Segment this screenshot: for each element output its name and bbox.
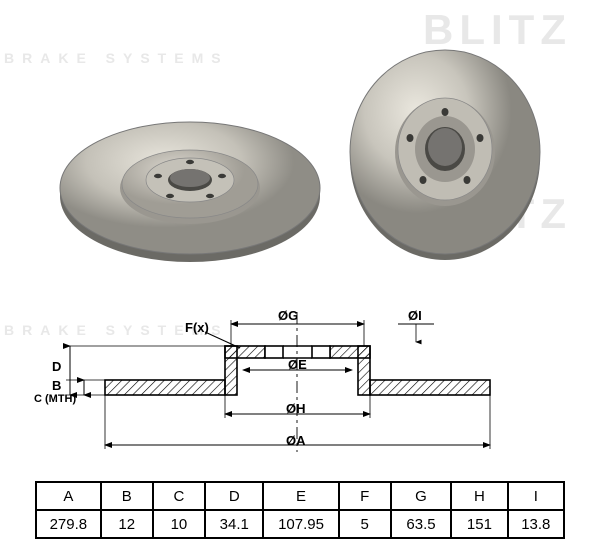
- val-d: 34.1: [205, 510, 263, 538]
- col-h: H: [451, 482, 507, 510]
- val-f: 5: [339, 510, 391, 538]
- val-e: 107.95: [263, 510, 338, 538]
- disc-right: [340, 40, 550, 270]
- spec-table-element: A B C D E F G H I 279.8 12 10 34.1 107: [35, 481, 565, 539]
- col-a: A: [36, 482, 101, 510]
- col-b: B: [101, 482, 153, 510]
- dim-label-e: ØE: [288, 357, 307, 372]
- col-g: G: [391, 482, 452, 510]
- dim-label-g: ØG: [278, 308, 298, 323]
- val-i: 13.8: [508, 510, 564, 538]
- col-c: C: [153, 482, 205, 510]
- content-root: F(x) ØG ØI ØE ØH ØA D B C (MTH) A B C D …: [0, 0, 600, 549]
- val-h: 151: [451, 510, 507, 538]
- table-header-row: A B C D E F G H I: [36, 482, 564, 510]
- dim-label-f: F(x): [185, 320, 209, 335]
- val-g: 63.5: [391, 510, 452, 538]
- val-a: 279.8: [36, 510, 101, 538]
- dim-label-i: ØI: [408, 308, 422, 323]
- val-c: 10: [153, 510, 205, 538]
- disc-left: [50, 100, 330, 280]
- col-f: F: [339, 482, 391, 510]
- col-e: E: [263, 482, 338, 510]
- table-data-row: 279.8 12 10 34.1 107.95 5 63.5 151 13.8: [36, 510, 564, 538]
- technical-diagram: F(x) ØG ØI ØE ØH ØA D B C (MTH): [30, 302, 570, 462]
- col-d: D: [205, 482, 263, 510]
- dim-label-a: ØA: [286, 433, 306, 448]
- dim-label-d: D: [52, 359, 61, 374]
- spec-table: A B C D E F G H I 279.8 12 10 34.1 107: [35, 481, 565, 539]
- dim-label-h: ØH: [286, 401, 306, 416]
- dim-label-b: B: [52, 378, 61, 393]
- dim-label-c: C (MTH): [34, 393, 76, 405]
- val-b: 12: [101, 510, 153, 538]
- product-photo-area: [50, 40, 550, 280]
- col-i: I: [508, 482, 564, 510]
